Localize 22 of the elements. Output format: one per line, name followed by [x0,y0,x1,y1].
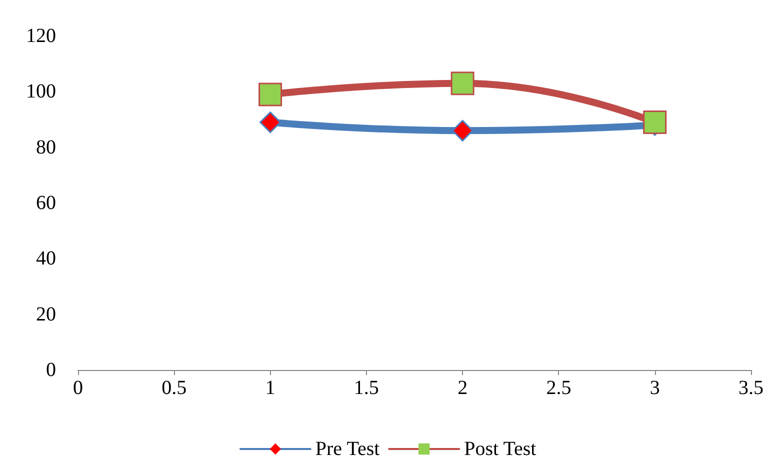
y-tick-label: 80 [36,136,56,158]
y-tick-label: 100 [26,80,56,103]
y-tick-label: 120 [26,25,56,47]
x-tick-label: 0.5 [162,377,187,399]
x-tick-label: 0 [73,377,83,399]
point [452,120,474,142]
x-tick-label: 3 [650,377,660,399]
legend-label: Post Test [464,438,537,460]
y-tick-label: 60 [36,192,56,214]
point [643,110,667,134]
x-tick-label: 1.5 [354,377,379,399]
x-tick-label: 2 [458,377,468,399]
point [258,82,282,106]
y-tick-label: 40 [36,248,56,270]
point [260,112,282,134]
legend-label: Pre Test [315,438,380,460]
y-tick-label: 0 [46,359,56,381]
y-tick-label: 20 [36,303,56,326]
x-tick-label: 1 [265,377,276,399]
x-tick-label: 2.5 [546,377,572,399]
x-tick-label: 3.5 [738,377,764,399]
point [450,72,474,96]
